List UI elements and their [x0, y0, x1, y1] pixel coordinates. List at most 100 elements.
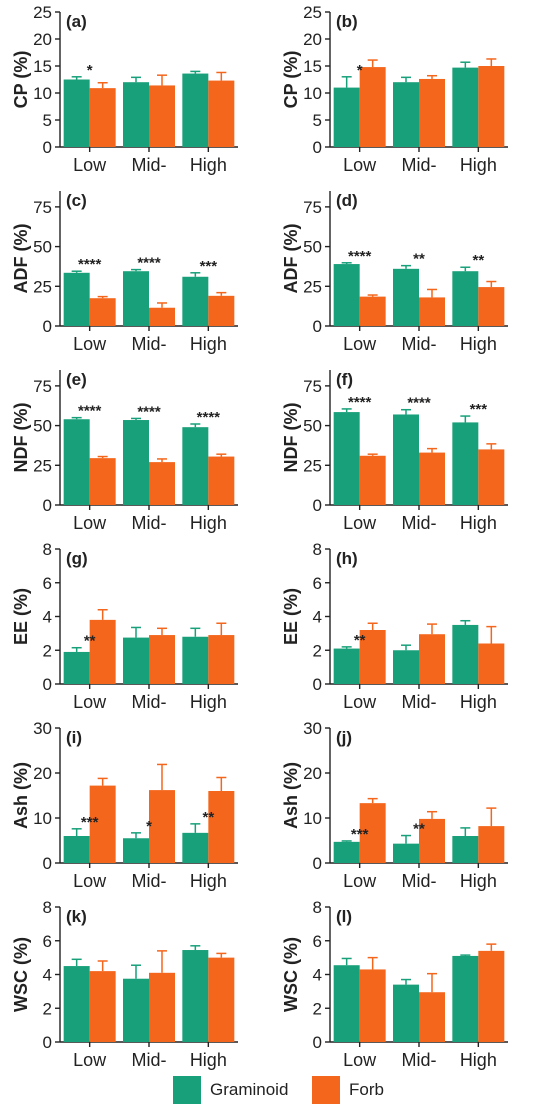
bar-forb — [359, 67, 386, 147]
bar-forb — [419, 818, 445, 863]
y-tick-label: 0 — [313, 1033, 322, 1052]
bar-forb — [149, 307, 175, 326]
significance-label: *** — [470, 401, 488, 418]
bar-forb — [359, 455, 386, 505]
x-tick-label: High — [190, 1050, 227, 1070]
panel-label: (e) — [66, 370, 87, 389]
significance-label: ** — [472, 252, 484, 269]
x-tick-label: Mid- — [132, 692, 167, 712]
x-tick-label: Mid- — [402, 334, 437, 354]
bar-forb — [208, 635, 235, 684]
bar-forb — [478, 950, 505, 1042]
bar-forb — [359, 803, 386, 863]
bar-graminoid — [182, 73, 209, 147]
bar-graminoid — [182, 276, 209, 326]
legend-label-graminoid: Graminoid — [210, 1080, 289, 1099]
bar-graminoid — [393, 268, 419, 326]
y-tick-label: 2 — [43, 641, 52, 660]
x-tick-label: Low — [73, 155, 107, 175]
legend-swatch-graminoid — [173, 1076, 201, 1104]
bar-graminoid — [452, 836, 479, 863]
y-tick-label: 8 — [43, 540, 52, 559]
x-tick-label: High — [460, 513, 497, 533]
y-tick-label: 0 — [43, 317, 52, 336]
x-tick-label: Low — [73, 692, 107, 712]
legend: Graminoid Forb — [0, 1068, 550, 1108]
y-tick-label: 0 — [43, 854, 52, 873]
bar-forb — [89, 298, 116, 326]
panel-label: (j) — [336, 728, 352, 747]
bar-graminoid — [393, 414, 419, 505]
significance-label: ** — [84, 633, 96, 650]
bar-graminoid — [393, 984, 419, 1042]
significance-label: **** — [78, 256, 102, 273]
x-tick-label: High — [460, 334, 497, 354]
significance-label: **** — [197, 409, 221, 426]
y-tick-label: 75 — [303, 377, 322, 396]
bar-graminoid — [123, 637, 149, 684]
x-tick-label: High — [190, 334, 227, 354]
bar-forb — [419, 452, 445, 505]
bar-graminoid — [333, 87, 360, 147]
x-tick-label: High — [460, 692, 497, 712]
panel-label: (g) — [66, 549, 88, 568]
bar-graminoid — [63, 966, 90, 1042]
y-tick-label: 0 — [313, 317, 322, 336]
y-tick-label: 4 — [43, 608, 52, 627]
y-axis-label: NDF (%) — [11, 403, 31, 473]
bar-forb — [89, 619, 116, 684]
bar-graminoid — [452, 271, 479, 326]
panel-l: 0 2 4 6 8 WSC (%) (l) Low Mid- High — [281, 898, 508, 1070]
significance-label: *** — [200, 258, 218, 275]
panel-label: (a) — [66, 12, 87, 31]
bar-forb — [89, 785, 116, 863]
significance-label: **** — [78, 403, 102, 420]
y-tick-label: 30 — [33, 719, 52, 738]
significance-label: ** — [413, 821, 425, 838]
panel-b: 0 5 10 15 20 25 CP (%) (b) * Low Mid- High — [281, 3, 508, 175]
x-tick-label: Low — [343, 871, 377, 891]
y-axis-label: CP (%) — [11, 51, 31, 109]
bar-graminoid — [63, 79, 90, 147]
bar-graminoid — [123, 978, 149, 1042]
y-tick-label: 2 — [313, 641, 322, 660]
y-tick-label: 0 — [313, 854, 322, 873]
significance-label: **** — [137, 403, 161, 420]
bar-forb — [419, 78, 445, 147]
x-tick-label: Mid- — [132, 871, 167, 891]
y-tick-label: 20 — [303, 764, 322, 783]
y-tick-label: 10 — [33, 84, 52, 103]
y-tick-label: 50 — [303, 238, 322, 257]
panel-label: (f) — [336, 370, 353, 389]
x-tick-label: High — [190, 692, 227, 712]
y-tick-label: 50 — [33, 238, 52, 257]
y-tick-label: 15 — [33, 57, 52, 76]
y-axis-label: Ash (%) — [11, 762, 31, 829]
y-axis-label: WSC (%) — [11, 937, 31, 1012]
bar-graminoid — [333, 965, 360, 1042]
x-tick-label: Low — [73, 334, 107, 354]
y-tick-label: 5 — [43, 111, 52, 130]
x-tick-label: Low — [73, 871, 107, 891]
bar-graminoid — [182, 950, 209, 1042]
y-tick-label: 2 — [43, 999, 52, 1018]
y-tick-label: 15 — [303, 57, 322, 76]
x-tick-label: Mid- — [402, 1050, 437, 1070]
y-tick-label: 25 — [303, 277, 322, 296]
y-tick-label: 30 — [303, 719, 322, 738]
bar-forb — [478, 826, 505, 863]
y-tick-label: 10 — [303, 84, 322, 103]
panel-label: (l) — [336, 907, 352, 926]
y-tick-label: 6 — [313, 932, 322, 951]
bar-graminoid — [393, 82, 419, 147]
bar-forb — [89, 971, 116, 1042]
significance-label: * — [87, 62, 93, 79]
bar-forb — [419, 634, 445, 684]
y-tick-label: 20 — [33, 30, 52, 49]
bar-forb — [359, 296, 386, 326]
bar-forb — [208, 957, 235, 1042]
bar-graminoid — [123, 420, 149, 505]
bar-graminoid — [182, 832, 209, 863]
